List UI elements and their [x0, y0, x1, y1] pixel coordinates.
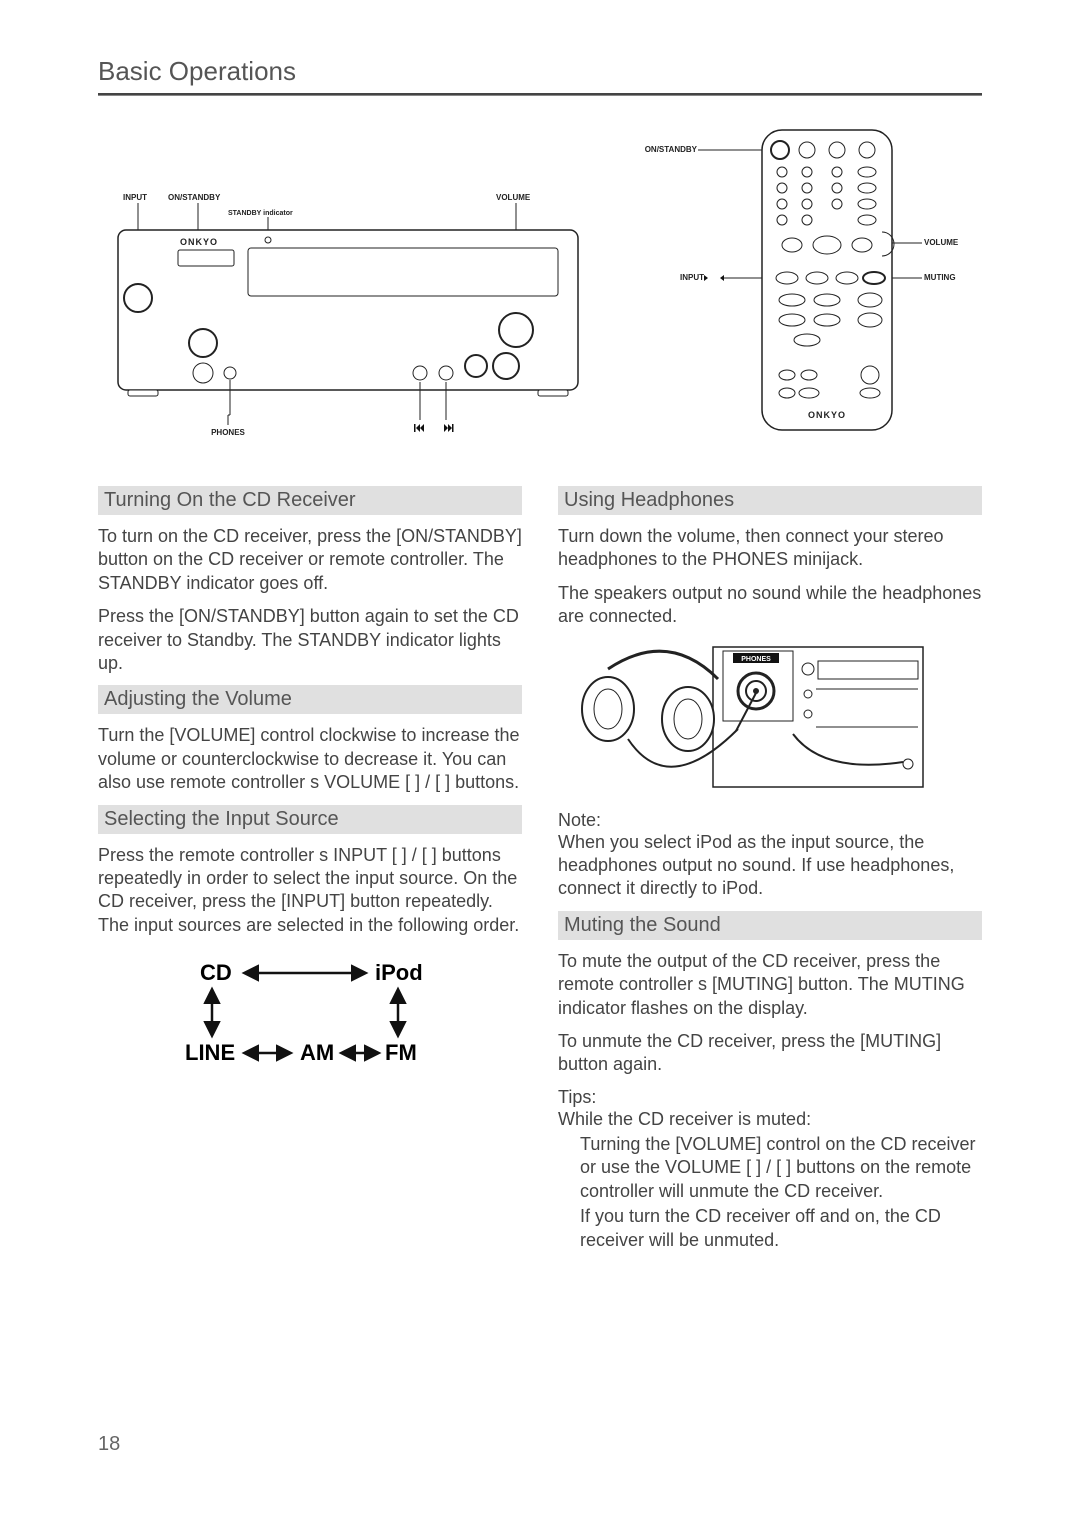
heading-headphones: Using Headphones: [558, 486, 982, 515]
remote-diagram: ON/STANDBY VOLUME INPUT MUTING: [642, 120, 982, 450]
adjust-volume-p1: Turn the [VOLUME] control clockwise to i…: [98, 724, 522, 794]
note-label: Note:: [558, 810, 982, 831]
heading-adjust-volume: Adjusting the Volume: [98, 685, 522, 714]
cycle-am: AM: [300, 1040, 334, 1065]
input-cycle-diagram: CD iPod LINE AM FM: [170, 955, 450, 1085]
receiver-diagram: INPUT ON/STANDBY STANDBY indicator VOLUM…: [98, 120, 618, 450]
cycle-fm: FM: [385, 1040, 417, 1065]
note-text: When you select iPod as the input source…: [558, 831, 982, 901]
next-icon: [444, 424, 454, 432]
headphones-diagram: PHONES: [558, 639, 928, 799]
title-rule: [98, 93, 982, 96]
remote-label-standby: ON/STANDBY: [645, 145, 698, 154]
cycle-ipod: iPod: [375, 960, 423, 985]
prev-icon: [414, 424, 424, 432]
select-input-p1: Press the remote controller s INPUT [ ] …: [98, 844, 522, 938]
remote-brand: ONKYO: [808, 410, 846, 420]
tips-intro: While the CD receiver is muted:: [558, 1108, 982, 1131]
tip-2: If you turn the CD receiver off and on, …: [580, 1205, 982, 1252]
muting-p1: To mute the output of the CD receiver, p…: [558, 950, 982, 1020]
tips-label: Tips:: [558, 1087, 982, 1108]
page-title: Basic Operations: [98, 56, 982, 93]
brand-text: ONKYO: [180, 237, 218, 247]
remote-label-muting: MUTING: [924, 273, 956, 282]
phones-jack-label: PHONES: [741, 656, 771, 663]
label-standby-indicator: STANDBY indicator: [228, 210, 293, 217]
label-on-standby: ON/STANDBY: [168, 193, 221, 202]
heading-muting: Muting the Sound: [558, 911, 982, 940]
label-volume: VOLUME: [496, 193, 531, 202]
headphones-p2: The speakers output no sound while the h…: [558, 582, 982, 629]
remote-label-volume: VOLUME: [924, 238, 959, 247]
muting-p2: To unmute the CD receiver, press the [MU…: [558, 1030, 982, 1077]
cycle-line: LINE: [185, 1040, 235, 1065]
diagram-row: INPUT ON/STANDBY STANDBY indicator VOLUM…: [98, 120, 982, 450]
remote-label-input: INPUT: [680, 273, 704, 282]
label-phones: PHONES: [211, 428, 245, 437]
right-column: Using Headphones Turn down the volume, t…: [558, 478, 982, 1254]
input-arrows-icon: [704, 275, 724, 281]
turning-on-p2: Press the [ON/STANDBY] button again to s…: [98, 605, 522, 675]
page-number: 18: [98, 1433, 120, 1456]
label-input: INPUT: [123, 193, 147, 202]
heading-turning-on: Turning On the CD Receiver: [98, 486, 522, 515]
heading-select-input: Selecting the Input Source: [98, 805, 522, 834]
left-column: Turning On the CD Receiver To turn on th…: [98, 478, 522, 1254]
turning-on-p1: To turn on the CD receiver, press the [O…: [98, 525, 522, 595]
cycle-cd: CD: [200, 960, 232, 985]
headphones-p1: Turn down the volume, then connect your …: [558, 525, 982, 572]
tip-1: Turning the [VOLUME] control on the CD r…: [580, 1133, 982, 1203]
